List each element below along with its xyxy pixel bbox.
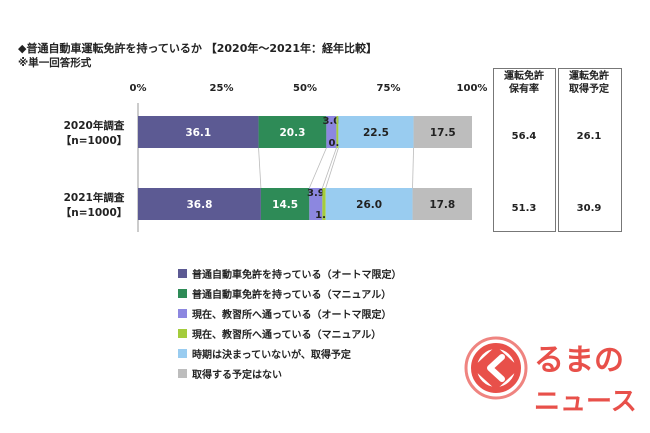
logo-text-bottom: ニュース	[534, 387, 637, 417]
side-table-header-plan-line1: 運転免許	[569, 71, 609, 82]
data-label: 36.8	[186, 199, 212, 211]
x-tick-label: 50%	[293, 83, 317, 94]
data-label: 20.3	[280, 127, 306, 139]
data-label-small: 1.0	[315, 210, 333, 221]
x-tick-label: 0%	[130, 83, 147, 94]
legend-swatch	[178, 288, 187, 298]
legend-item: 取得する予定はない	[178, 363, 402, 383]
data-label-small: 3.0	[323, 116, 341, 127]
data-label: 26.0	[356, 199, 382, 211]
plan-2020: 26.1	[576, 131, 602, 142]
segment-connector-line	[321, 147, 337, 189]
category-sample-label: 【n=1000】	[61, 206, 128, 219]
bar-segment	[413, 116, 472, 148]
data-label-small: 0.6	[329, 138, 347, 149]
legend-swatch	[178, 328, 187, 338]
legend-item: 普通自動車免許を持っている（オートマ限定）	[178, 263, 402, 283]
side-table-plan	[558, 68, 622, 232]
side-table-header-ownership: 運転免許 保有率	[493, 70, 555, 96]
legend-item: 普通自動車免許を持っている（マニュアル）	[178, 283, 402, 303]
bar-segment	[412, 188, 472, 220]
legend-label: 取得する予定はない	[192, 369, 282, 381]
side-table-header-plan: 運転免許 取得予定	[558, 70, 620, 96]
data-label: 17.5	[430, 127, 456, 139]
legend-label: 普通自動車免許を持っている（マニュアル）	[192, 289, 392, 301]
chart-subtitle: ※単一回答形式	[18, 57, 92, 69]
legend-item: 現在、教習所へ通っている（マニュアル）	[178, 323, 402, 343]
data-label-small: 3.9	[307, 188, 325, 199]
legend-label: 時期は決まっていないが、取得予定	[192, 349, 351, 361]
legend-label: 現在、教習所へ通っている（オートマ限定）	[192, 309, 392, 321]
category-label: 2021年調査	[64, 191, 125, 204]
data-label: 14.5	[272, 199, 298, 211]
bar-segment	[322, 188, 326, 220]
bar-segment	[336, 116, 339, 148]
legend-item: 現在、教習所へ通っている（オートマ限定）	[178, 303, 402, 323]
x-tick-label: 100%	[457, 83, 488, 94]
legend-swatch	[178, 348, 187, 358]
data-label: 17.8	[429, 199, 455, 211]
legend-label: 普通自動車免許を持っている（オートマ限定）	[192, 269, 402, 281]
bar-segment	[258, 116, 327, 148]
side-table-ownership	[493, 68, 556, 232]
segment-connector-line	[258, 147, 262, 189]
legend-swatch	[178, 368, 187, 378]
side-table-header-plan-line2: 取得予定	[569, 84, 609, 95]
legend-item: 時期は決まっていないが、取得予定	[178, 343, 402, 363]
bar-segment	[138, 188, 261, 220]
x-tick-label: 75%	[377, 83, 401, 94]
legend-label: 現在、教習所へ通っている（マニュアル）	[192, 329, 382, 341]
segment-connector-line	[412, 147, 414, 189]
category-label: 2020年調査	[64, 119, 125, 132]
bar-segment	[325, 188, 413, 220]
bar-segment	[260, 188, 310, 220]
side-table-header-ownership-line1: 運転免許	[504, 71, 544, 82]
category-sample-label: 【n=1000】	[61, 134, 128, 147]
plan-2021: 30.9	[576, 203, 602, 214]
chart-title: ◆普通自動車運転免許を持っているか 【2020年～2021年：経年比較】	[18, 42, 377, 55]
data-label: 22.5	[363, 127, 389, 139]
kurumanonews-logo: るまの ニュース	[464, 336, 637, 417]
side-table-header-ownership-line2: 保有率	[509, 84, 539, 95]
bar-segment	[309, 188, 323, 220]
x-tick-label: 25%	[210, 83, 234, 94]
segment-connector-line	[308, 147, 327, 189]
data-label: 36.1	[185, 127, 211, 139]
logo-text-top: るまの	[534, 343, 624, 378]
ownership-2021: 51.3	[511, 203, 537, 214]
legend-swatch	[178, 308, 187, 318]
segment-connector-line	[325, 147, 339, 189]
chart-legend: 普通自動車免許を持っている（オートマ限定） 普通自動車免許を持っている（マニュアル…	[178, 263, 402, 383]
legend-swatch	[178, 268, 187, 278]
ownership-2020: 56.4	[511, 131, 537, 142]
logo-mark-icon	[464, 336, 528, 400]
bar-segment	[338, 116, 414, 148]
bar-segment	[326, 116, 337, 148]
bar-segment	[138, 116, 259, 148]
